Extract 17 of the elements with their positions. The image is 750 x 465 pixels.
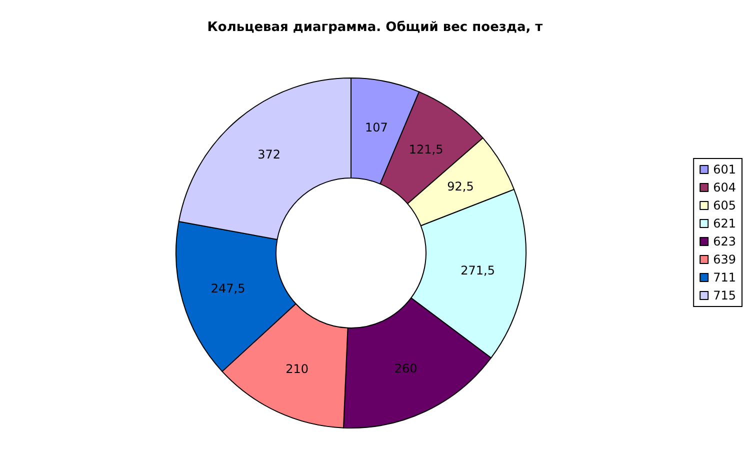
legend-label: 711 xyxy=(713,270,736,284)
data-label: 247,5 xyxy=(210,282,246,296)
data-label: 271,5 xyxy=(460,263,496,278)
data-label: 210 xyxy=(286,362,308,376)
chart-title: Кольцевая диаграмма. Общий вес поезда, т xyxy=(207,20,544,35)
legend-label: 621 xyxy=(713,216,736,230)
data-label: 92,5 xyxy=(447,180,474,194)
legend-label: 601 xyxy=(713,162,736,176)
legend-label: 715 xyxy=(713,288,736,302)
legend-label: 623 xyxy=(713,234,736,248)
data-label: 107 xyxy=(364,120,388,135)
data-label: 121,5 xyxy=(408,142,444,156)
legend-label: 639 xyxy=(713,252,736,266)
data-label: 260 xyxy=(394,362,418,376)
legend-label: 604 xyxy=(713,180,736,194)
data-label: 372 xyxy=(258,148,280,162)
legend-label: 605 xyxy=(713,198,736,212)
